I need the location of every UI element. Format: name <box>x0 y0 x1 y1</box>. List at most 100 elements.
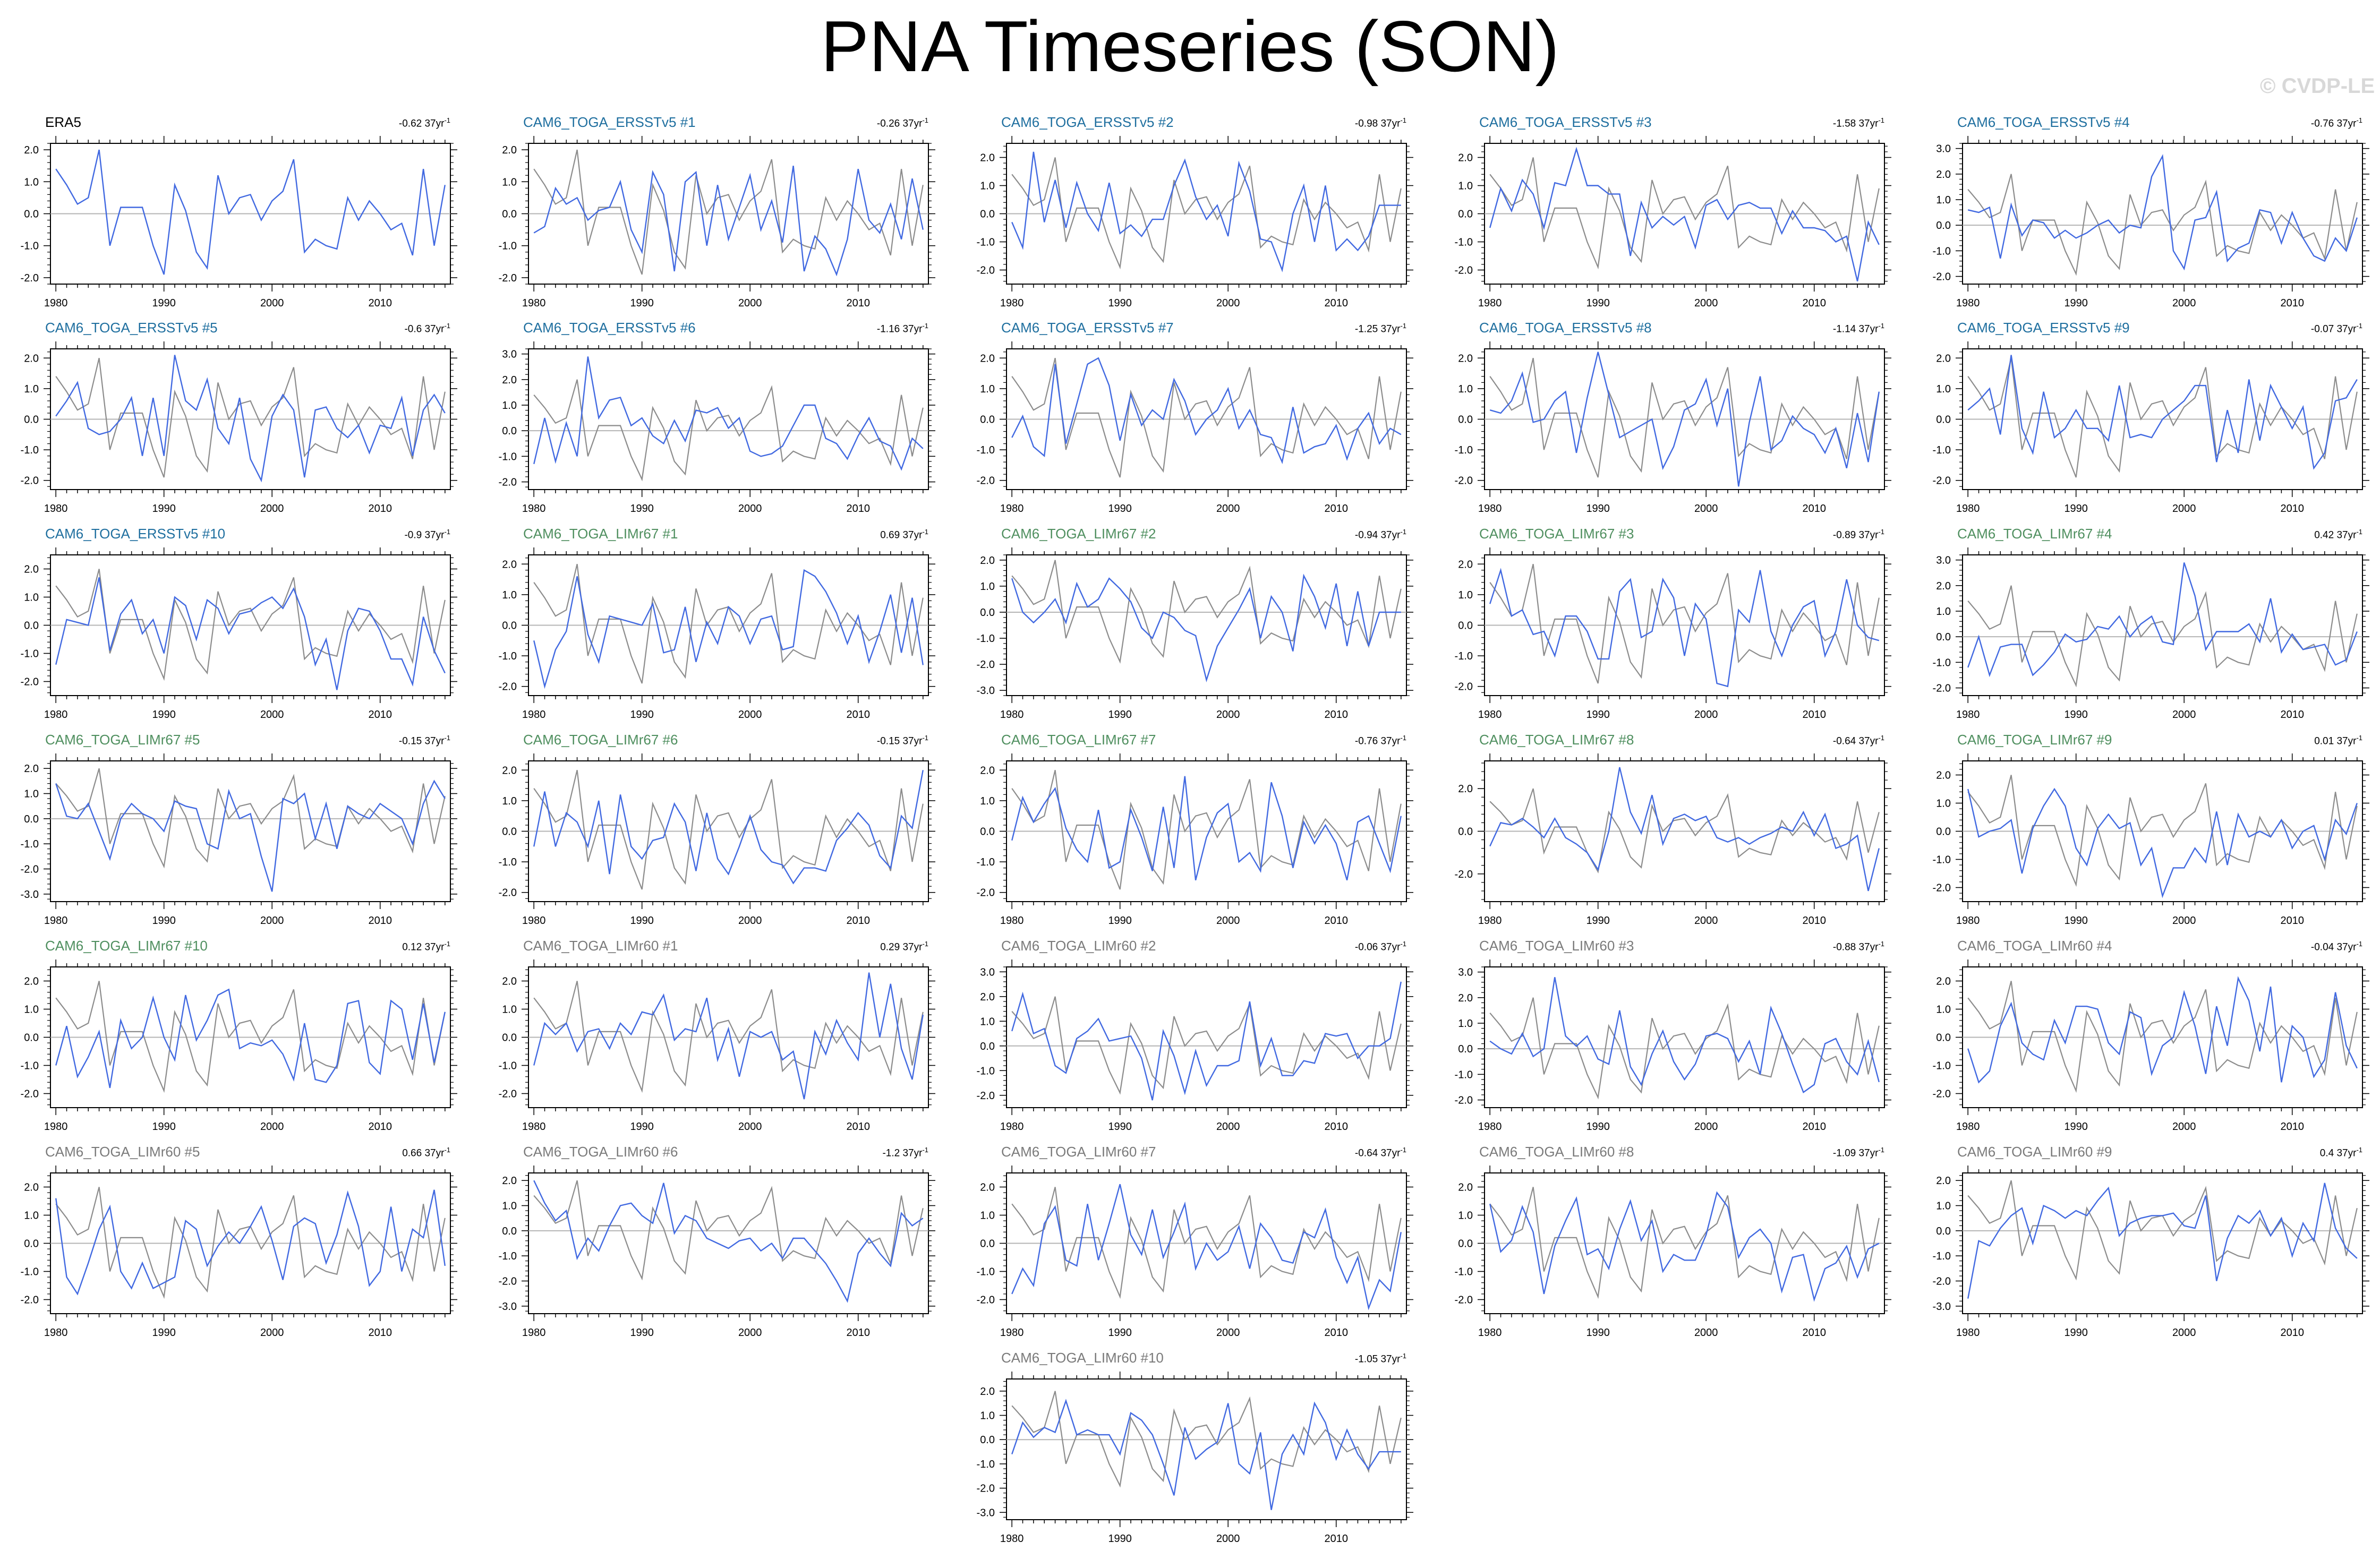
y-tick-label: 2.0 <box>1936 770 1951 782</box>
x-tick-label: 2010 <box>1324 503 1348 515</box>
panel-trend-label: -1.25 37yr-1 <box>1355 322 1406 335</box>
x-tick-label: 2000 <box>738 709 762 721</box>
panel-trend-value: -1.25 37yr <box>1354 323 1401 335</box>
y-tick-label: -2.0 <box>1933 882 1951 894</box>
timeseries-panel: 1980 1990 2000 2010 2.0 1.0 0.0 -1.0 -2.0 CAM6_TO… <box>956 732 1434 933</box>
y-tick-label: -2.0 <box>977 659 995 671</box>
trend-exponent: -1 <box>444 116 450 124</box>
y-tick-label: -1.0 <box>499 856 517 868</box>
obs-series-line <box>55 358 446 478</box>
x-tick-label: 1990 <box>630 503 654 515</box>
x-tick-label: 1980 <box>44 709 68 721</box>
x-tick-label: 2000 <box>2172 297 2196 309</box>
panel-plot: 1980 1990 2000 2010 2.0 1.0 0.0 -1.0 -2.0 <box>977 753 1413 927</box>
series-line <box>1011 776 1402 881</box>
timeseries-panel: 1980 1990 2000 2010 2.0 1.0 0.0 -1.0 -2.0 -3.0 CAM… <box>956 526 1434 727</box>
panel-plot: 1980 1990 2000 2010 2.0 1.0 0.0 -1.0 -2.0 -3.0 <box>21 753 457 927</box>
panel-title: CAM6_TOGA_LIMr60 #10 <box>1001 1350 1164 1366</box>
x-tick-label: 1990 <box>1108 1121 1132 1133</box>
y-tick-label: 0.0 <box>502 209 517 220</box>
y-tick-label: -1.0 <box>1933 1060 1951 1072</box>
x-tick-label: 2000 <box>1216 1533 1240 1545</box>
y-tick-label: 1.0 <box>24 176 39 188</box>
series-line <box>1011 981 1402 1101</box>
panel-plot: 1980 1990 2000 2010 2.0 1.0 0.0 -1.0 -2.0 <box>1933 753 2369 927</box>
panel-trend-value: -0.26 37yr <box>876 118 923 130</box>
plot-frame <box>1484 966 1885 1108</box>
watermark-logo: © CVDP-LE <box>2260 74 2375 98</box>
y-tick-label: 3.0 <box>980 966 995 978</box>
x-tick-label: 2010 <box>2280 1121 2304 1133</box>
y-tick-label: 2.0 <box>1936 580 1951 592</box>
series-line <box>1489 352 1880 487</box>
x-tick-label: 1990 <box>152 709 176 721</box>
series-line <box>1967 787 2358 898</box>
y-tick-label: 1.0 <box>24 592 39 604</box>
x-tick-label: 1980 <box>44 915 68 927</box>
y-tick-label: -2.0 <box>499 887 517 899</box>
panel-title: ERA5 <box>45 114 81 130</box>
trend-exponent: -1 <box>1878 116 1884 124</box>
y-tick-label: -1.0 <box>1933 854 1951 866</box>
panel-trend-value: -1.2 37yr <box>882 1147 923 1159</box>
series-line <box>1011 151 1401 272</box>
panel-plot: 1980 1990 2000 2010 2.0 1.0 0.0 -1.0 -2.0 <box>499 136 935 309</box>
panel-plot: 1980 1990 2000 2010 2.0 1.0 0.0 -1.0 -2.0 -3.0 <box>977 547 1413 721</box>
panel-trend-value: -0.98 37yr <box>1354 118 1401 130</box>
series-line <box>1489 767 1880 892</box>
y-tick-label: -1.0 <box>21 1060 39 1072</box>
y-tick-label: -1.0 <box>499 451 517 462</box>
y-tick-label: -2.0 <box>21 1089 39 1100</box>
y-tick-label: -1.0 <box>499 650 517 662</box>
panel-title: CAM6_TOGA_LIMr67 #4 <box>1957 526 2112 542</box>
series-line <box>55 577 446 690</box>
series-line <box>1011 357 1402 465</box>
series-line <box>533 770 924 885</box>
y-tick-label: 1.0 <box>24 789 39 800</box>
obs-series-line <box>55 1187 446 1299</box>
x-tick-label: 1980 <box>1000 1121 1024 1133</box>
panel-trend-label: 0.66 37yr-1 <box>402 1146 450 1159</box>
y-tick-label: 2.0 <box>1458 783 1473 795</box>
y-tick-label: 0.0 <box>1458 1238 1473 1250</box>
y-tick-label: -2.0 <box>977 887 995 899</box>
trend-exponent: -1 <box>1878 528 1884 536</box>
panel-trend-value: -0.64 37yr <box>1832 735 1879 747</box>
y-tick-label: 0.0 <box>24 620 39 632</box>
timeseries-panel: 1980 1990 2000 2010 3.0 2.0 1.0 0.0 -1.0 -2.0 CAM6… <box>1434 938 1912 1139</box>
y-tick-label: 0.0 <box>502 425 517 437</box>
x-tick-label: 2000 <box>2172 1121 2196 1133</box>
y-tick-label: 1.0 <box>1458 1018 1473 1030</box>
x-tick-label: 2010 <box>846 503 870 515</box>
timeseries-panel: 1980 1990 2000 2010 2.0 1.0 0.0 -1.0 -2.0 CAM6_TO… <box>1912 320 2380 521</box>
y-tick-label: 2.0 <box>24 353 39 364</box>
timeseries-panel: 1980 1990 2000 2010 2.0 1.0 0.0 -1.0 -2.0 -3.0 CAM… <box>956 1350 1434 1552</box>
timeseries-panel: 1980 1990 2000 2010 3.0 2.0 1.0 0.0 -1.0 -2.0 CAM6… <box>478 320 956 521</box>
y-tick-label: -1.0 <box>1933 245 1951 257</box>
obs-series-line <box>1489 564 1880 684</box>
timeseries-panel: 1980 1990 2000 2010 2.0 1.0 0.0 -1.0 -2.0 CAM6_TO… <box>0 1144 478 1346</box>
x-tick-label: 1990 <box>2064 915 2088 927</box>
timeseries-panel: 1980 1990 2000 2010 2.0 1.0 0.0 -1.0 -2.0 CAM6_TO… <box>956 114 1434 316</box>
y-tick-label: 0.0 <box>1936 414 1951 426</box>
y-tick-label: 2.0 <box>1936 976 1951 988</box>
y-tick-label: -2.0 <box>977 1483 995 1495</box>
x-tick-label: 2000 <box>738 915 762 927</box>
y-tick-label: -1.0 <box>1933 444 1951 456</box>
x-tick-label: 2000 <box>1216 1121 1240 1133</box>
panel-trend-label: -0.06 37yr-1 <box>1355 940 1406 953</box>
x-tick-label: 1980 <box>522 709 546 721</box>
x-tick-label: 1980 <box>522 503 546 515</box>
panel-trend-value: -0.04 37yr <box>2310 941 2357 953</box>
trend-exponent: -1 <box>922 1146 928 1154</box>
series-line <box>55 988 446 1089</box>
y-tick-label: -2.0 <box>1933 683 1951 695</box>
obs-series-line <box>1967 775 2358 887</box>
panel-trend-label: -0.64 37yr-1 <box>1833 734 1884 747</box>
y-tick-label: -2.0 <box>1455 869 1473 880</box>
panel-trend-value: -0.64 37yr <box>1354 1147 1401 1159</box>
y-tick-label: 0.0 <box>1936 1032 1951 1044</box>
y-tick-label: 2.0 <box>980 1182 995 1194</box>
y-tick-label: 1.0 <box>980 1210 995 1222</box>
panel-trend-value: -0.15 37yr <box>876 735 923 747</box>
